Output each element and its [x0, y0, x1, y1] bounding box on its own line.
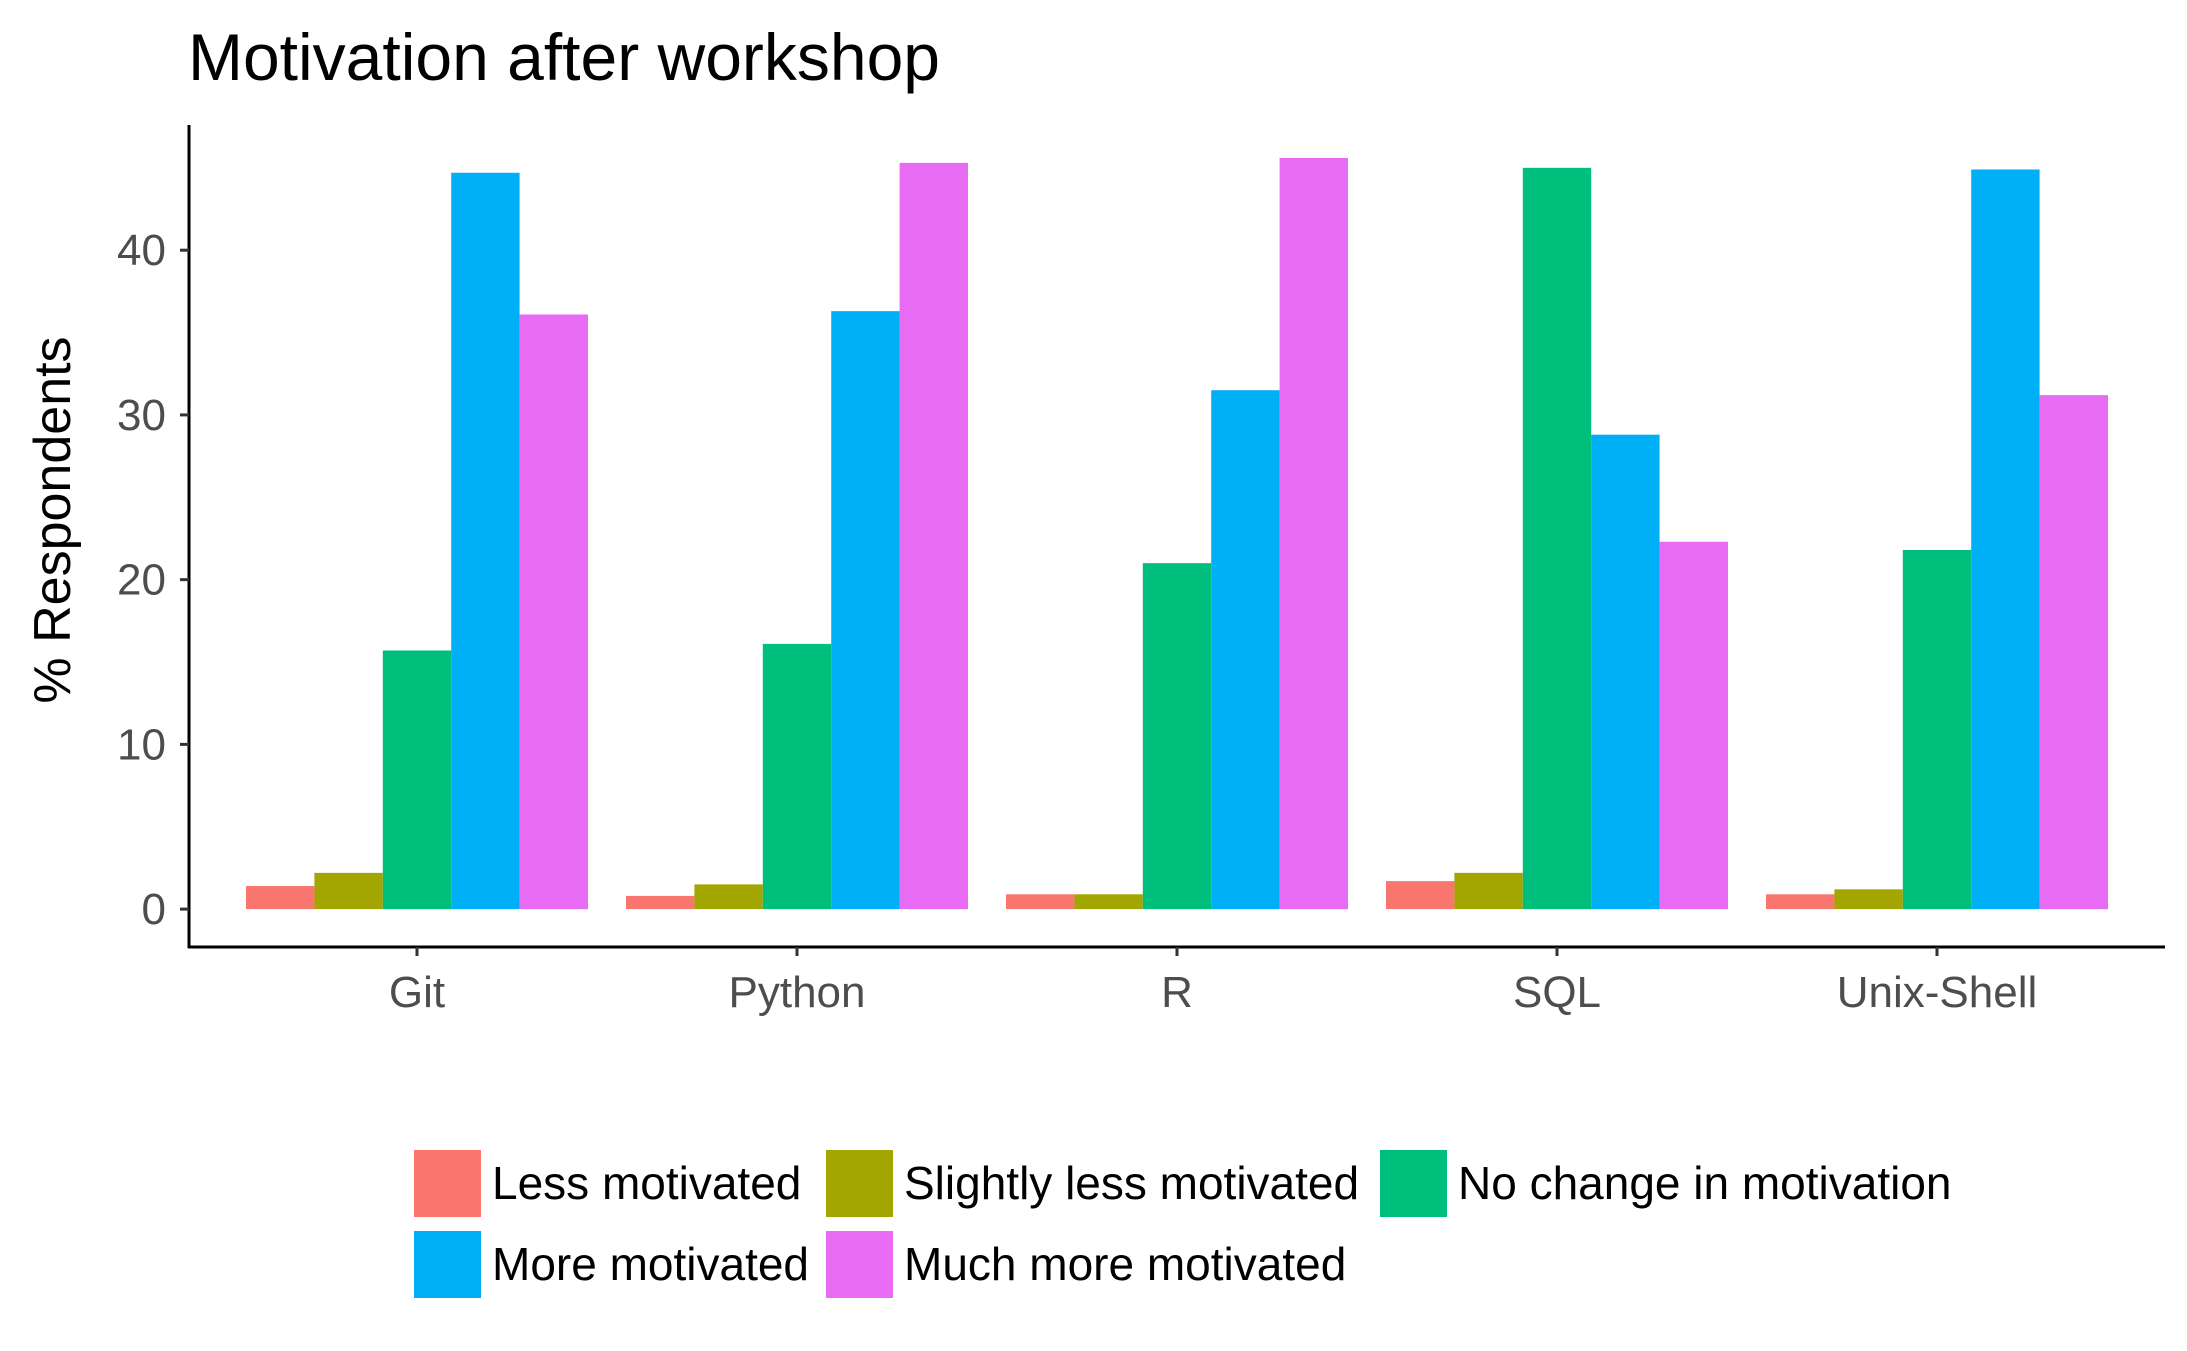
x-tick-label: R — [1161, 968, 1193, 1017]
y-tick-label: 40 — [117, 226, 166, 275]
bar-r-1 — [1074, 894, 1143, 910]
chart-title: Motivation after workshop — [188, 20, 940, 94]
bar-r-2 — [1142, 563, 1212, 910]
bar-python-4 — [899, 162, 968, 910]
bar-git-4 — [519, 314, 588, 910]
y-tick-label: 30 — [117, 391, 166, 440]
x-tick-label: Unix-Shell — [1837, 968, 2038, 1017]
bar-r-0 — [1006, 894, 1075, 910]
y-axis-ticks: 0 10 20 30 40 — [117, 226, 189, 934]
bar-python-1 — [694, 884, 763, 910]
x-tick-label: Git — [389, 968, 445, 1017]
bar-r-4 — [1279, 157, 1348, 910]
x-axis-ticks: Git Python R SQL Unix-Shell — [389, 947, 2037, 1017]
bar-python-3 — [831, 311, 900, 910]
bar-python-0 — [626, 895, 695, 910]
y-axis-title: % Respondents — [24, 336, 82, 703]
x-tick-label: SQL — [1513, 968, 1601, 1017]
bar-sql-0 — [1386, 881, 1455, 910]
bar-unix-shell-4 — [2039, 395, 2108, 910]
bar-unix-shell-1 — [1834, 889, 1903, 910]
legend-key — [414, 1231, 481, 1298]
legend-label: Slightly less motivated — [904, 1157, 1359, 1209]
bar-git-0 — [246, 886, 315, 910]
legend-label: More motivated — [492, 1238, 809, 1290]
bar-r-3 — [1211, 390, 1280, 910]
bar-git-1 — [314, 872, 383, 910]
legend-label: Much more motivated — [904, 1238, 1346, 1290]
legend: Less motivated Slightly less motivated No … — [414, 1150, 1952, 1298]
y-tick-label: 10 — [117, 720, 166, 769]
bar-unix-shell-0 — [1766, 894, 1835, 910]
legend-key — [826, 1231, 893, 1298]
x-tick-label: Python — [729, 968, 866, 1017]
legend-label: No change in motivation — [1458, 1157, 1952, 1209]
bar-sql-3 — [1591, 434, 1660, 910]
bar-sql-1 — [1454, 872, 1523, 910]
y-tick-label: 20 — [117, 556, 166, 605]
legend-key — [826, 1150, 893, 1217]
legend-key — [414, 1150, 481, 1217]
bar-git-3 — [451, 172, 520, 910]
bar-sql-4 — [1659, 541, 1728, 910]
bars-group — [246, 157, 2108, 910]
y-tick-label: 0 — [142, 885, 166, 934]
legend-key — [1380, 1150, 1447, 1217]
bar-unix-shell-3 — [1971, 169, 2040, 910]
bar-unix-shell-2 — [1902, 550, 1972, 910]
bar-sql-2 — [1522, 167, 1592, 910]
bar-git-2 — [382, 650, 452, 910]
legend-label: Less motivated — [492, 1157, 801, 1209]
bar-python-2 — [762, 643, 832, 910]
